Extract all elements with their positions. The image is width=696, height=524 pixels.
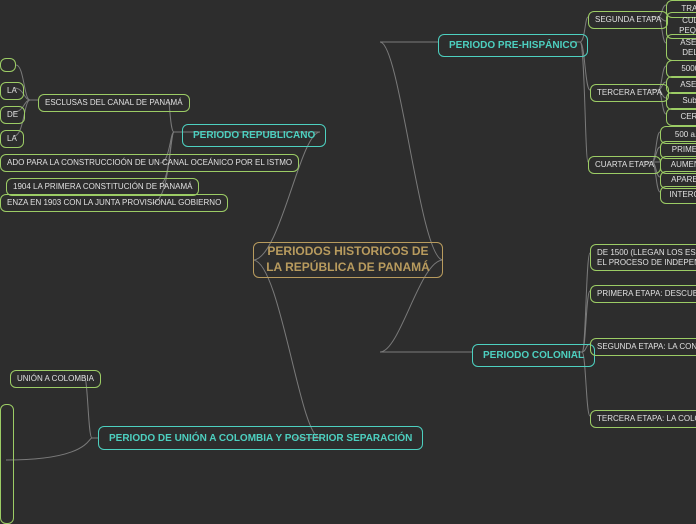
node-interc[interactable]: INTERCAN [660, 186, 696, 204]
node-seg[interactable]: SEGUNDA ETAPA [588, 11, 668, 29]
center-node[interactable]: PERIODOS HISTORICOS DE LA REPÚBLICA DE P… [253, 242, 443, 278]
node-col1[interactable]: PRIMERA ETAPA: DESCUBRIMI [590, 285, 696, 303]
node-asent2[interactable]: ASENTA [666, 76, 696, 94]
node-de1500[interactable]: DE 1500 (LLEGAN LOS ESPANO EL PROCESO DE… [590, 244, 696, 271]
node-5000[interactable]: 5000 - 5 [666, 60, 696, 78]
node-frag2[interactable] [0, 404, 14, 524]
node-union[interactable]: PERIODO DE UNIÓN A COLOMBIA Y POSTERIOR … [98, 426, 423, 450]
node-junta[interactable]: ENZA EN 1903 CON LA JUNTA PROVISIONAL GO… [0, 194, 228, 212]
node-cua[interactable]: CUARTA ETAPA [588, 156, 661, 174]
node-frag1[interactable] [0, 58, 16, 72]
node-asent1[interactable]: ASENTA DEL PA [666, 34, 696, 61]
node-esclusas[interactable]: ESCLUSAS DEL CANAL DE PANAMÁ [38, 94, 190, 112]
node-ter[interactable]: TERCERA ETAPA [590, 84, 669, 102]
node-1904[interactable]: 1904 LA PRIMERA CONSTITUCIÓN DE PANAMÁ [6, 178, 199, 196]
node-la3[interactable]: LA [0, 130, 24, 148]
node-colonial[interactable]: PERIODO COLONIAL [472, 344, 595, 367]
node-ceram[interactable]: CERÁMI [666, 108, 696, 126]
node-prehist[interactable]: PERIODO PRE-HISPÁNICO [438, 34, 588, 57]
node-subtop[interactable]: Subtopi [666, 92, 696, 110]
node-de2[interactable]: DE [0, 106, 25, 124]
node-col2[interactable]: SEGUNDA ETAPA: LA CONQUIS [590, 338, 696, 356]
node-col3[interactable]: TERCERA ETAPA: LA COLONIA [590, 410, 696, 428]
node-repub[interactable]: PERIODO REPUBLICANO [182, 124, 326, 147]
node-ucolom[interactable]: UNIÓN A COLOMBIA [10, 370, 101, 388]
node-la1[interactable]: LA [0, 82, 24, 100]
node-tratado[interactable]: ADO PARA LA CONSTRUCCIOÓN DE UN CANAL OC… [0, 154, 299, 172]
